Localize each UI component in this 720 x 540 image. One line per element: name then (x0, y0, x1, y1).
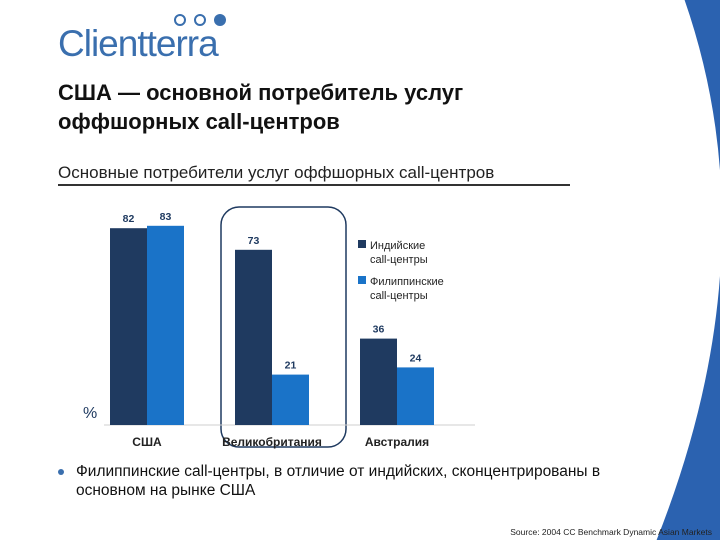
slide-title: США — основной потребитель услуг оффшорн… (58, 80, 464, 134)
category-label: США (132, 435, 162, 449)
data-label: 21 (285, 360, 297, 372)
chart-subtitle: Основные потребители услуг оффшорных cal… (58, 163, 495, 182)
bar-1-2 (397, 367, 434, 425)
legend-swatch (358, 276, 366, 284)
bar-0-1 (235, 249, 272, 425)
logo-dot (174, 14, 186, 26)
bar-1-0 (147, 225, 184, 425)
data-label: 83 (160, 211, 172, 223)
bar-0-2 (360, 338, 397, 425)
subtitle-underline (58, 184, 570, 186)
bar-0-0 (110, 228, 147, 425)
data-label: 36 (373, 324, 385, 336)
logo-text: Clientterra (58, 23, 219, 64)
source-note: Source: 2004 CC Benchmark Dynamic Asian … (510, 527, 712, 537)
logo-dot (194, 14, 206, 26)
category-label: Великобритания (222, 435, 322, 449)
legend-swatch (358, 240, 366, 248)
highlight-box (220, 206, 347, 448)
y-axis-label: % (83, 405, 97, 422)
category-label: Австралия (365, 435, 429, 449)
legend-label: call-центры (370, 254, 428, 266)
data-label: 73 (248, 235, 260, 247)
data-label: 24 (410, 352, 422, 364)
bullet-icon (58, 469, 64, 475)
legend-label: call-центры (370, 290, 428, 302)
data-label: 82 (123, 213, 135, 225)
logo-dot (214, 14, 226, 26)
legend-label: Филиппинские (370, 276, 444, 288)
logo: Clientterra (58, 14, 238, 64)
legend-label: Индийские (370, 240, 425, 252)
bar-1-1 (272, 374, 309, 425)
bullet-text: Филиппинские call-центры, в отличие от и… (76, 463, 601, 499)
